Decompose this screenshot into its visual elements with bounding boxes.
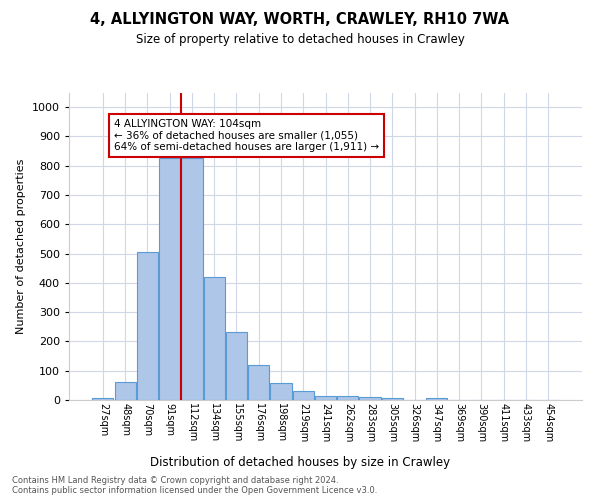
Text: 4, ALLYINGTON WAY, WORTH, CRAWLEY, RH10 7WA: 4, ALLYINGTON WAY, WORTH, CRAWLEY, RH10 … [91, 12, 509, 28]
Bar [426, 398, 448, 400]
Bar [92, 398, 113, 400]
Bar [271, 384, 292, 400]
Bar [315, 396, 336, 400]
Bar [382, 398, 403, 400]
Bar [115, 382, 136, 400]
Text: Size of property relative to detached houses in Crawley: Size of property relative to detached ho… [136, 32, 464, 46]
Text: Contains HM Land Registry data © Crown copyright and database right 2024.
Contai: Contains HM Land Registry data © Crown c… [12, 476, 377, 495]
Bar [293, 391, 314, 400]
Bar [337, 396, 358, 400]
Bar [181, 158, 203, 400]
Text: 4 ALLYINGTON WAY: 104sqm
← 36% of detached houses are smaller (1,055)
64% of sem: 4 ALLYINGTON WAY: 104sqm ← 36% of detach… [114, 119, 379, 152]
Bar [159, 158, 180, 400]
Bar [248, 366, 269, 400]
Bar [359, 397, 380, 400]
Bar [203, 277, 225, 400]
Bar [137, 252, 158, 400]
Bar [226, 332, 247, 400]
Y-axis label: Number of detached properties: Number of detached properties [16, 158, 26, 334]
Text: Distribution of detached houses by size in Crawley: Distribution of detached houses by size … [150, 456, 450, 469]
